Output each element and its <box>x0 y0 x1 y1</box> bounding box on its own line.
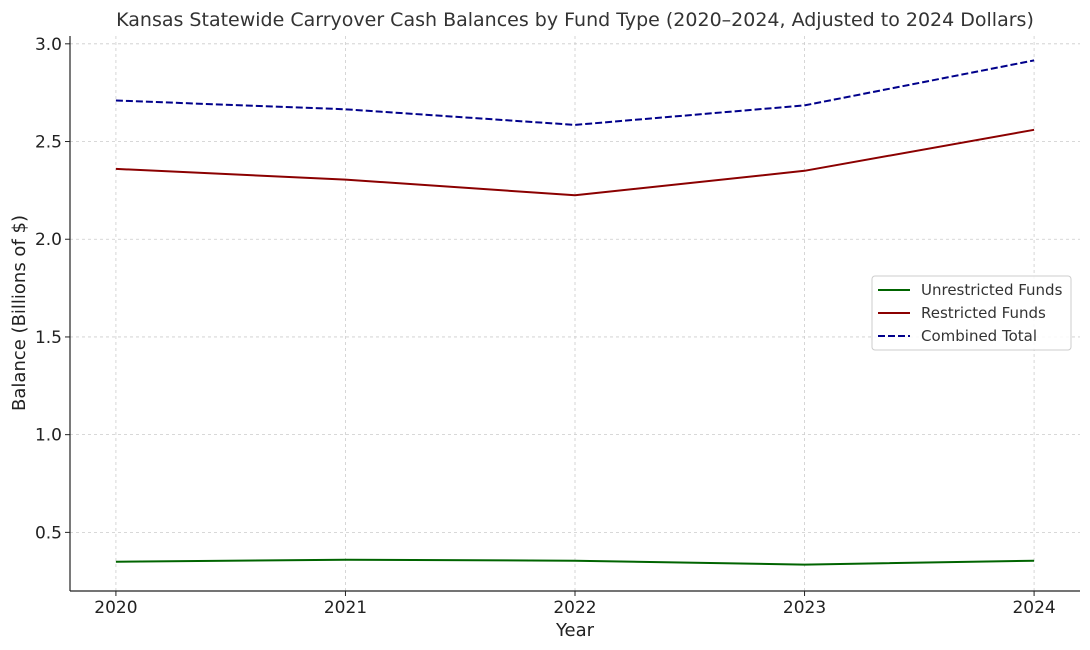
y-axis-label: Balance (Billions of $) <box>9 215 30 411</box>
y-tick-label: 3.0 <box>35 35 62 55</box>
series-line-restricted-funds <box>115 128 1035 197</box>
series-lines <box>115 59 1035 566</box>
series-line-unrestricted-funds <box>115 558 1035 566</box>
chart-title: Kansas Statewide Carryover Cash Balances… <box>116 9 1034 31</box>
y-tick-label: 2.5 <box>35 133 62 153</box>
legend-label: Unrestricted Funds <box>921 281 1063 299</box>
y-tick-label: 1.5 <box>35 328 62 348</box>
y-tick-label: 2.0 <box>35 230 62 250</box>
axes: 2020 2021 2022 2023 2024 0.5 1.0 1.5 2.0 2.5 3.0 <box>35 35 1080 618</box>
legend-box <box>871 275 1072 351</box>
x-tick-label: 2024 <box>1012 598 1055 618</box>
x-tick-label: 2020 <box>94 598 137 618</box>
legend: Unrestricted Funds Restricted Funds Combin… <box>871 275 1072 351</box>
legend-label: Combined Total <box>921 327 1037 345</box>
y-tick-label: 0.5 <box>35 523 62 543</box>
x-tick-label: 2023 <box>783 598 826 618</box>
x-tick-label: 2021 <box>324 598 367 618</box>
x-tick-label: 2022 <box>553 598 596 618</box>
y-tick-label: 1.0 <box>35 426 62 446</box>
legend-label: Restricted Funds <box>921 304 1046 322</box>
series-line-combined-total <box>115 59 1035 126</box>
x-axis-label: Year <box>555 620 595 641</box>
